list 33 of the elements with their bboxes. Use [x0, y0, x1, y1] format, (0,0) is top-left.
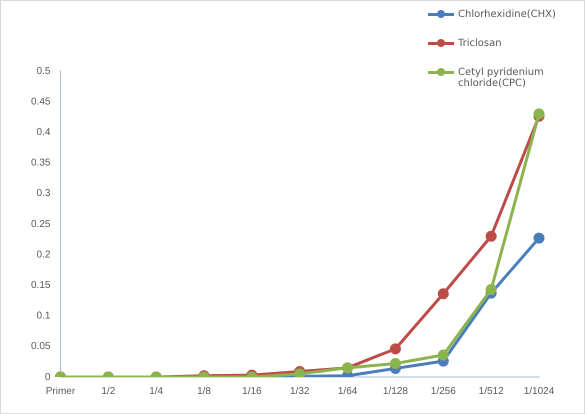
point — [534, 108, 544, 120]
x-tick-label: 1/64 — [338, 386, 358, 397]
point — [486, 284, 497, 295]
y-tick-label: 0.25 — [30, 218, 51, 230]
point — [390, 358, 401, 370]
y-tick-label: 0.45 — [30, 96, 51, 108]
legend-label: Cetyl pyridenium chloride(CPC) — [458, 67, 545, 89]
y-tick-label: 0.05 — [30, 341, 51, 352]
y-tick-label: 0.15 — [30, 280, 51, 291]
point — [390, 343, 401, 354]
y-tick-label: 0.3 — [36, 188, 51, 200]
y-tick-label: 0.4 — [36, 126, 51, 138]
y-tick-label: 0.2 — [36, 249, 51, 260]
point — [438, 349, 449, 360]
point — [534, 232, 544, 244]
x-tick-label: 1/512 — [478, 386, 504, 397]
x-tick-label: 1/1024 — [524, 386, 555, 397]
x-tick-label: 1/256 — [430, 386, 456, 397]
x-tick-label: 1/128 — [382, 386, 408, 397]
legend-label: Triclosan — [458, 38, 502, 49]
x-tick-label: Primer — [46, 386, 76, 397]
y-tick-label: 0.35 — [30, 158, 51, 169]
x-tick-label: 1/8 — [197, 386, 212, 397]
y-tick-label: 0.1 — [36, 310, 51, 322]
x-tick-label: 1/32 — [290, 386, 310, 397]
legend-label: Chlorhexidine(CHX) — [458, 9, 556, 20]
point — [486, 230, 497, 242]
point — [438, 288, 449, 300]
y-tick-label: 0.5 — [36, 66, 51, 77]
x-tick-label: 1/16 — [242, 386, 262, 397]
x-tick-label: 1/2 — [101, 386, 116, 397]
x-tick-label: 1/4 — [149, 386, 164, 397]
y-tick-label: 0 — [44, 372, 51, 383]
